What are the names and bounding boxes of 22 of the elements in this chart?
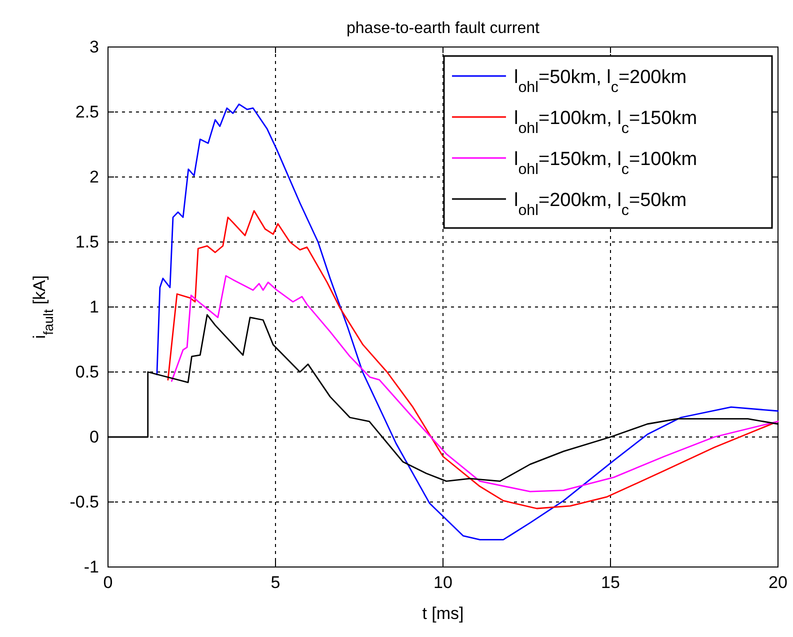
chart-title: phase-to-earth fault current	[346, 20, 540, 37]
x-tick-label: 0	[103, 573, 113, 592]
y-tick-label: 3	[90, 37, 99, 56]
x-tick-label: 5	[270, 573, 280, 592]
x-axis-title: t [ms]	[422, 604, 464, 623]
y-tick-label: -0.5	[70, 492, 99, 512]
y-tick-label: 0	[90, 427, 99, 446]
legend-label: l$_{ohl}$=200km, l$_{c}$=50km	[514, 190, 687, 218]
legend-label: l$_{ohl}$=100km, l$_{c}$=150km	[514, 108, 698, 136]
legend-label: l$_{ohl}$=150km, l$_{c}$=100km	[514, 149, 698, 178]
x-tick-label: 20	[768, 573, 788, 592]
y-tick-label: 1	[90, 297, 99, 316]
line-series	[170, 275, 779, 492]
x-tick-label: 15	[601, 573, 620, 592]
y-tick-label: 0.5	[75, 362, 99, 382]
y-tick-label: -1	[84, 557, 99, 576]
y-tick-label: 2	[90, 167, 99, 186]
line-series	[156, 104, 779, 540]
x-tick-label: 10	[434, 573, 452, 592]
y-tick-label: 2.5	[75, 102, 99, 122]
y-tick-label: 1.5	[75, 232, 99, 252]
legend-label: l$_{ohl}$=50km, l$_{c}$=200km	[514, 67, 687, 96]
